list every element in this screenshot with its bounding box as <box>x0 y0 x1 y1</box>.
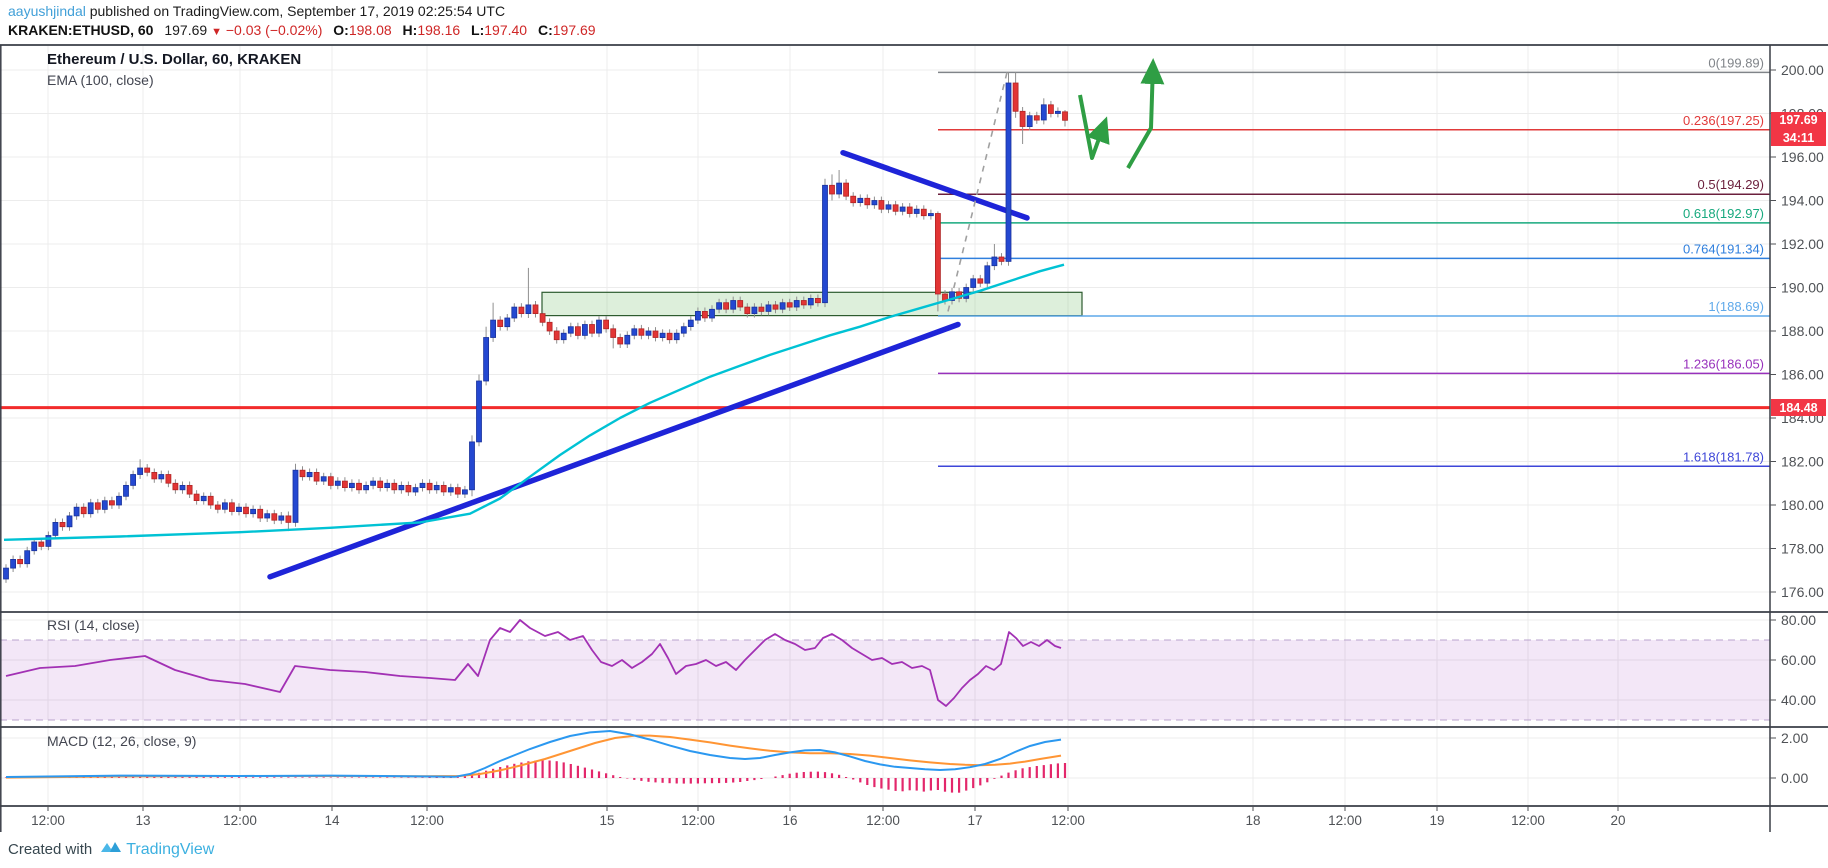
trendlines <box>267 149 1030 580</box>
macd-fast-line <box>5 729 1062 778</box>
pane-legend-symbol: Ethereum / U.S. Dollar, 60, KRAKEN <box>47 51 302 68</box>
price-change: −0.03 (−0.02%) <box>225 22 323 38</box>
green-arrows <box>1078 58 1165 169</box>
svg-text:40.00: 40.00 <box>1781 692 1816 708</box>
price-axis: 200.00198.00196.00194.00192.00190.00188.… <box>1770 62 1824 786</box>
svg-text:188.00: 188.00 <box>1781 323 1824 339</box>
close-value: 197.69 <box>552 22 596 38</box>
svg-text:1(188.69): 1(188.69) <box>1708 299 1764 314</box>
tradingview-brand-link[interactable]: TradingView <box>126 840 215 858</box>
svg-text:0.00: 0.00 <box>1781 770 1808 786</box>
svg-text:1.236(186.05): 1.236(186.05) <box>1683 356 1764 371</box>
pane-legend-macd: MACD (12, 26, close, 9) <box>47 733 197 749</box>
last-price: 197.69 <box>164 22 208 38</box>
bar-countdown-badge: 34:11 <box>1771 129 1826 147</box>
ema-line <box>3 263 1065 541</box>
svg-text:12:00: 12:00 <box>410 813 444 828</box>
publish-info-line: aayushjindal published on TradingView.co… <box>8 3 505 19</box>
svg-text:178.00: 178.00 <box>1781 541 1824 557</box>
open-value: 198.08 <box>348 22 392 38</box>
close-label: C: <box>537 22 553 38</box>
svg-text:1.618(181.78): 1.618(181.78) <box>1683 449 1764 464</box>
open-label: O: <box>333 22 349 38</box>
svg-text:12:00: 12:00 <box>866 813 900 828</box>
svg-text:12:00: 12:00 <box>1328 813 1362 828</box>
symbol-info-line: KRAKEN:ETHUSD, 60 197.69 ▼ −0.03 (−0.02%… <box>8 22 596 38</box>
svg-text:60.00: 60.00 <box>1781 652 1816 668</box>
fib-labels: 0(199.89) 0.236(197.25) 0.5(194.29) 0.618(1… <box>1683 55 1764 464</box>
svg-text:16: 16 <box>782 813 797 828</box>
svg-text:19: 19 <box>1429 813 1444 828</box>
fib-projection-dashed <box>947 72 1008 312</box>
svg-text:0.764(191.34): 0.764(191.34) <box>1683 241 1764 256</box>
grid <box>0 46 1770 805</box>
svg-text:186.00: 186.00 <box>1781 367 1824 383</box>
author-link[interactable]: aayushjindal <box>8 3 86 19</box>
candlestick-series <box>3 72 1068 583</box>
pane-legend-rsi: RSI (14, close) <box>47 617 140 633</box>
svg-text:194.00: 194.00 <box>1781 193 1824 209</box>
svg-text:200.00: 200.00 <box>1781 62 1824 78</box>
svg-text:180.00: 180.00 <box>1781 497 1824 513</box>
low-label: L: <box>471 22 485 38</box>
svg-text:12:00: 12:00 <box>681 813 715 828</box>
high-value: 198.16 <box>417 22 461 38</box>
rsi-band <box>0 639 1770 721</box>
svg-text:80.00: 80.00 <box>1781 612 1816 628</box>
svg-text:14: 14 <box>324 813 340 828</box>
svg-text:12:00: 12:00 <box>1051 813 1085 828</box>
publish-info-text: published on TradingView.com, September … <box>85 3 506 19</box>
svg-text:0.5(194.29): 0.5(194.29) <box>1698 177 1765 192</box>
svg-text:12:00: 12:00 <box>223 813 257 828</box>
created-with-text: Created with <box>8 841 93 858</box>
fib-retracement-lines <box>938 71 1770 468</box>
svg-text:0.618(192.97): 0.618(192.97) <box>1683 206 1764 221</box>
alert-price-badge: 184.48 <box>1771 399 1826 417</box>
svg-text:0(199.89): 0(199.89) <box>1708 55 1764 70</box>
svg-text:0.236(197.25): 0.236(197.25) <box>1683 113 1764 128</box>
footer-credit: Created with TradingView <box>8 840 214 859</box>
current-price-badge: 197.69 <box>1771 111 1826 129</box>
symbol-name: KRAKEN:ETHUSD, 60 <box>8 22 154 38</box>
svg-text:13: 13 <box>135 813 150 828</box>
svg-text:190.00: 190.00 <box>1781 280 1824 296</box>
svg-text:192.00: 192.00 <box>1781 236 1824 252</box>
svg-text:196.00: 196.00 <box>1781 149 1824 165</box>
time-axis: 12:00 13 12:00 14 12:00 15 12:00 16 12:00 17 12:00… <box>31 806 1626 828</box>
svg-text:15: 15 <box>599 813 614 828</box>
low-value: 197.40 <box>484 22 528 38</box>
svg-text:20: 20 <box>1610 813 1625 828</box>
pane-legend-ema: EMA (100, close) <box>47 72 154 88</box>
high-label: H: <box>402 22 418 38</box>
svg-text:182.00: 182.00 <box>1781 454 1824 470</box>
svg-text:18: 18 <box>1245 813 1260 828</box>
macd-signal-line <box>5 734 1062 779</box>
pane-separators <box>0 44 1828 832</box>
svg-text:176.00: 176.00 <box>1781 584 1824 600</box>
svg-text:12:00: 12:00 <box>31 813 65 828</box>
down-triangle-icon: ▼ <box>211 26 222 38</box>
rsi-line <box>5 619 1062 707</box>
svg-text:17: 17 <box>967 813 982 828</box>
tradingview-logo-icon <box>100 840 122 859</box>
svg-text:2.00: 2.00 <box>1781 730 1808 746</box>
svg-text:12:00: 12:00 <box>1511 813 1545 828</box>
